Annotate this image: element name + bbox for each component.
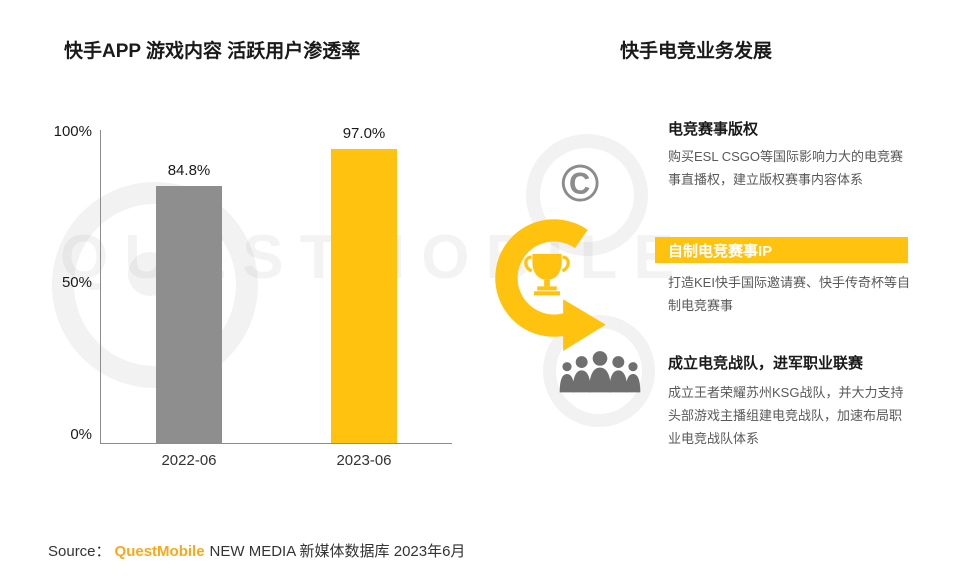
section-title: 快手电竞业务发展 [620, 41, 773, 62]
source-label: Source： [48, 543, 111, 560]
item-heading-teams: 成立电竞战队，进军职业联赛 [668, 355, 864, 372]
x-axis-line [100, 443, 452, 444]
y-tick-0: 0% [70, 426, 92, 443]
source-rest: NEW MEDIA 新媒体数据库 2023年6月 [209, 543, 466, 560]
item-body-teams: 成立王者荣耀苏州KSG战队，并大力支持头部游戏主播组建电竞战队，加速布局职业电竞… [668, 385, 904, 446]
item-heading-highlight: 自制电竞赛事IP [655, 237, 908, 263]
item-body-own-ip: 打造KEI快手国际邀请赛、快手传奇杯等自制电竞赛事 [668, 275, 910, 313]
x-tick-2022: 2022-06 [161, 452, 217, 469]
bar-2022 [156, 186, 222, 443]
source-line: Source： QuestMobile NEW MEDIA 新媒体数据库 2023年… [48, 540, 465, 561]
y-axis-line [100, 130, 101, 443]
chart-title: 快手APP 游戏内容 活跃用户渗透率 [64, 41, 361, 62]
trophy-icon [524, 253, 570, 296]
brand-name: QuestMobile [114, 543, 205, 560]
item-heading-copyright: 电竞赛事版权 [668, 121, 759, 138]
x-tick-2023: 2023-06 [336, 452, 392, 469]
bar-2023 [331, 149, 397, 443]
item-heading-own-ip: 自制电竞赛事IP [668, 242, 773, 260]
circular-arrow-icon [495, 219, 606, 351]
y-tick-50: 50% [61, 274, 92, 291]
copyright-icon: © [561, 155, 600, 213]
bar-value-label: 84.8% [167, 162, 211, 179]
people-icon [559, 351, 641, 393]
bar-value-label: 97.0% [342, 125, 386, 142]
bar-group-2023: 97.0% [331, 125, 397, 443]
bar-group-2022: 84.8% [156, 162, 222, 443]
item-body-copyright: 购买ESL CSGO等国际影响力大的电竞赛事直播权，建立版权赛事内容体系 [668, 149, 903, 187]
y-tick-100: 100% [53, 123, 92, 140]
